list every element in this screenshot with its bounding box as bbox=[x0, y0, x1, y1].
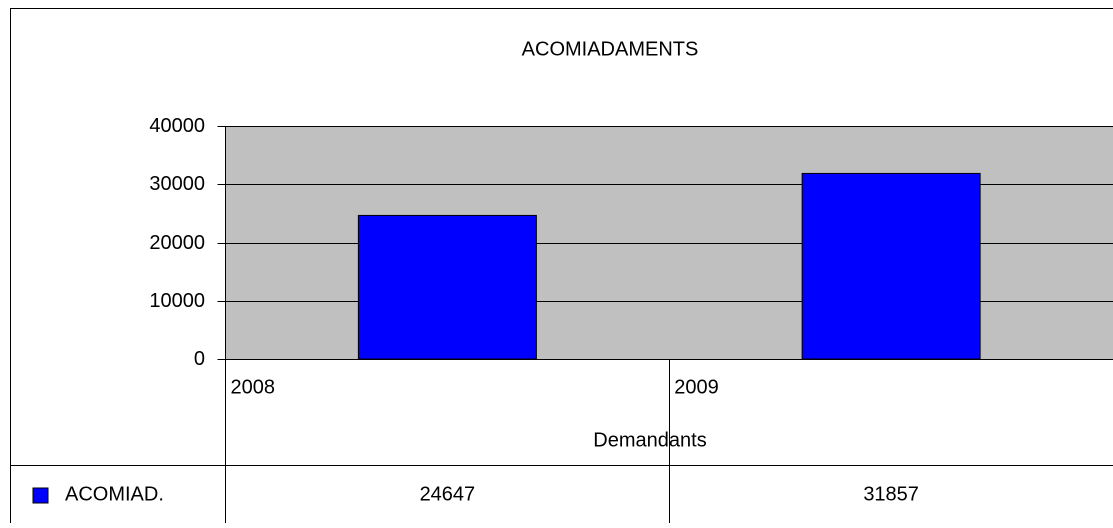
y-tick-label: 40000 bbox=[149, 115, 205, 137]
x-axis-title: Demandants bbox=[593, 429, 706, 451]
y-tick-label: 0 bbox=[194, 348, 205, 370]
x-tick-label: 2008 bbox=[231, 376, 276, 398]
chart-title: ACOMIADAMENTS bbox=[522, 38, 699, 60]
y-tick-label: 30000 bbox=[149, 173, 205, 195]
table-value: 31857 bbox=[863, 483, 919, 505]
y-tick-label: 20000 bbox=[149, 232, 205, 254]
bar bbox=[358, 215, 536, 359]
x-tick-label: 2009 bbox=[674, 376, 719, 398]
legend-swatch bbox=[33, 488, 48, 503]
legend-label: ACOMIAD. bbox=[65, 483, 164, 505]
table-value: 24647 bbox=[420, 483, 476, 505]
bar bbox=[802, 173, 980, 359]
y-tick-label: 10000 bbox=[149, 290, 205, 312]
